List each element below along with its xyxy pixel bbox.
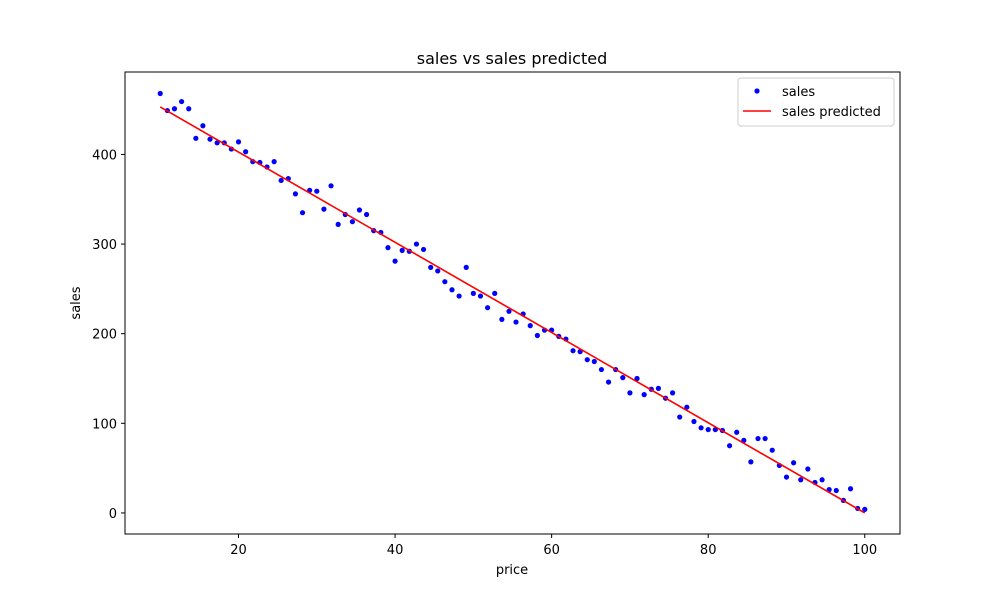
data-point [299, 210, 306, 216]
data-point [193, 135, 199, 141]
x-axis-ticks: 20 40 60 80 100 [230, 534, 877, 558]
data-point [492, 290, 498, 296]
data-point [748, 459, 754, 465]
data-point [442, 279, 448, 285]
data-point [847, 486, 854, 492]
data-point [691, 418, 697, 425]
data-point [179, 98, 185, 105]
y-tick-label: 300 [92, 238, 117, 253]
data-point [641, 392, 647, 398]
data-point [862, 506, 868, 512]
data-point [598, 366, 605, 373]
data-point [157, 90, 163, 97]
data-point [584, 357, 590, 363]
data-point [669, 390, 676, 396]
data-point [755, 435, 761, 442]
data-point [805, 466, 811, 472]
plot-area: 20 40 60 80 100 0 100 200 300 400 [92, 71, 901, 558]
data-point [499, 316, 505, 322]
data-point [726, 443, 733, 449]
data-point [570, 348, 576, 354]
data-marks [157, 90, 868, 514]
data-point [819, 477, 825, 483]
data-point [627, 390, 633, 396]
chart-title: sales vs sales predicted [417, 49, 608, 68]
y-tick-label: 100 [92, 417, 117, 432]
data-point [186, 106, 192, 112]
data-point [243, 149, 249, 155]
data-point [684, 404, 690, 410]
data-point [698, 425, 704, 431]
data-point [769, 447, 775, 453]
y-tick-label: 0 [109, 507, 117, 522]
data-point [677, 414, 683, 420]
data-point [506, 308, 512, 314]
data-point [349, 219, 356, 225]
legend-label-sales-predicted: sales predicted [782, 105, 881, 120]
data-point [762, 435, 768, 442]
data-point [798, 477, 804, 483]
data-point [435, 268, 441, 274]
prediction-line [159, 106, 866, 514]
data-point [420, 246, 427, 253]
data-point [527, 323, 533, 329]
data-point [200, 123, 206, 129]
y-axis-label: sales [69, 286, 84, 319]
legend: sales sales predicted [737, 77, 895, 127]
legend-box [737, 77, 895, 127]
data-point [314, 188, 320, 194]
data-point [485, 305, 491, 311]
data-point [214, 140, 220, 146]
legend-label-sales: sales [782, 85, 815, 100]
x-axis-label: price [496, 563, 528, 578]
data-point [356, 207, 363, 213]
x-tick-label: 60 [543, 543, 560, 558]
y-tick-label: 200 [92, 328, 117, 343]
x-tick-label: 100 [852, 543, 877, 558]
data-point [634, 375, 640, 382]
data-point [591, 358, 597, 365]
legend-marker-sales [754, 88, 760, 94]
x-tick-label: 80 [700, 543, 717, 558]
data-point [399, 247, 405, 253]
data-point [207, 136, 213, 142]
y-tick-label: 400 [92, 148, 117, 163]
data-point [171, 106, 178, 112]
data-point [328, 183, 334, 189]
data-point [791, 460, 797, 466]
data-point [620, 375, 626, 381]
data-point [783, 474, 790, 480]
data-point [321, 206, 327, 212]
y-axis-ticks: 0 100 200 300 400 [92, 148, 125, 522]
data-point [705, 426, 711, 433]
data-point [470, 290, 476, 296]
data-point [513, 319, 519, 325]
data-point [477, 293, 484, 299]
data-point [605, 379, 612, 385]
axes-frame [124, 71, 901, 535]
data-point [655, 385, 662, 391]
data-point [456, 293, 462, 299]
data-point [271, 159, 277, 165]
data-point [833, 487, 839, 494]
data-point [363, 211, 370, 218]
data-point [235, 139, 242, 145]
data-point [392, 258, 398, 264]
data-point [413, 241, 420, 247]
data-point [428, 264, 434, 270]
data-point [278, 177, 284, 184]
data-point [335, 221, 341, 227]
data-point [292, 191, 299, 197]
x-tick-label: 20 [230, 543, 247, 558]
data-point [734, 429, 740, 435]
data-point [463, 264, 469, 270]
data-point [534, 332, 540, 339]
x-tick-label: 40 [387, 543, 404, 558]
data-point [449, 287, 455, 293]
data-point [385, 245, 391, 251]
